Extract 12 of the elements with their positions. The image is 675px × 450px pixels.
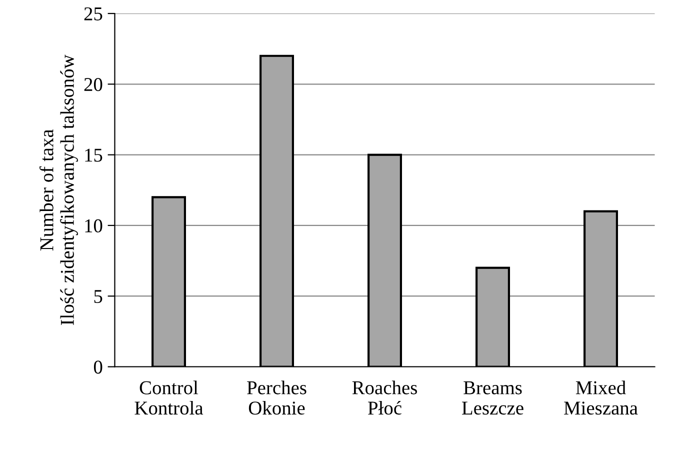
x-tick-label: Control Kontrola: [134, 380, 204, 415]
y-tick-label: 15: [85, 148, 102, 162]
y-tick-label: 0: [94, 360, 102, 374]
y-tick-label: 5: [94, 290, 102, 304]
y-tick-label: 25: [84, 7, 102, 20]
x-tick-label: Perches Okonie: [247, 380, 306, 415]
y-tick-label: 20: [84, 78, 102, 92]
x-tick-label: Mixed Mieszana: [564, 380, 638, 415]
y-axis-title: Number of taxa Ilość zidentyfikowanych taksonów: [39, 54, 78, 325]
x-tick-label: Roaches Płoć: [352, 380, 417, 415]
x-tick-label: Breams Leszcze: [462, 381, 524, 415]
y-tick-label: 10: [85, 219, 102, 232]
